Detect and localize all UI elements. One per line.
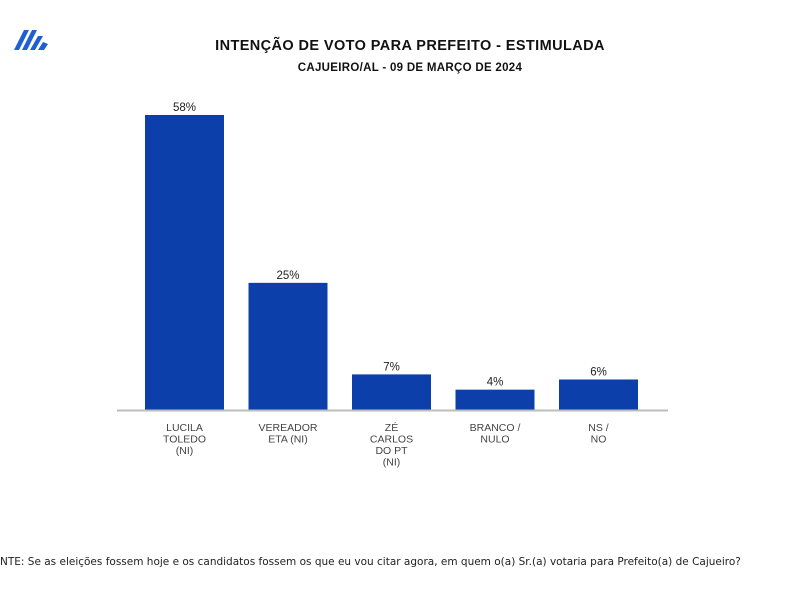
chart-subtitle: CAJUEIRO/AL - 09 DE MARÇO DE 2024 xyxy=(297,62,523,74)
data-label-2: 7% xyxy=(383,361,400,373)
bar-0 xyxy=(145,115,224,410)
bar-1 xyxy=(248,282,328,410)
category-label-3-1: NULO xyxy=(480,434,509,446)
data-label-1: 25% xyxy=(276,270,299,282)
category-label-1-0: VEREADOR xyxy=(259,422,318,434)
category-label-0-1: TOLEDO xyxy=(163,434,206,446)
data-label-0: 58% xyxy=(173,102,196,114)
category-label-0-2: (NI) xyxy=(176,445,194,457)
category-label-4-1: NO xyxy=(591,434,607,446)
bar-4 xyxy=(559,379,638,410)
category-label-4-0: NS / xyxy=(588,422,609,434)
category-label-3-0: BRANCO / xyxy=(470,422,521,434)
bar-2 xyxy=(352,374,431,410)
data-label-3: 4% xyxy=(487,377,504,389)
category-label-2-3: (NI) xyxy=(383,457,401,469)
category-label-1-1: ETA (NI) xyxy=(268,434,307,446)
footnote-question: NTE: Se as eleições fossem hoje e os can… xyxy=(0,556,741,568)
category-label-2-2: DO PT xyxy=(375,445,408,457)
brand-logo-icon xyxy=(14,30,48,50)
bar-3 xyxy=(455,389,535,410)
chart-title: INTENÇÃO DE VOTO PARA PREFEITO - ESTIMUL… xyxy=(215,38,605,54)
category-label-2-0: ZÉ xyxy=(385,421,398,434)
category-label-0-0: LUCILA xyxy=(166,422,203,434)
data-label-4: 6% xyxy=(590,366,607,378)
category-label-2-1: CARLOS xyxy=(370,434,413,446)
